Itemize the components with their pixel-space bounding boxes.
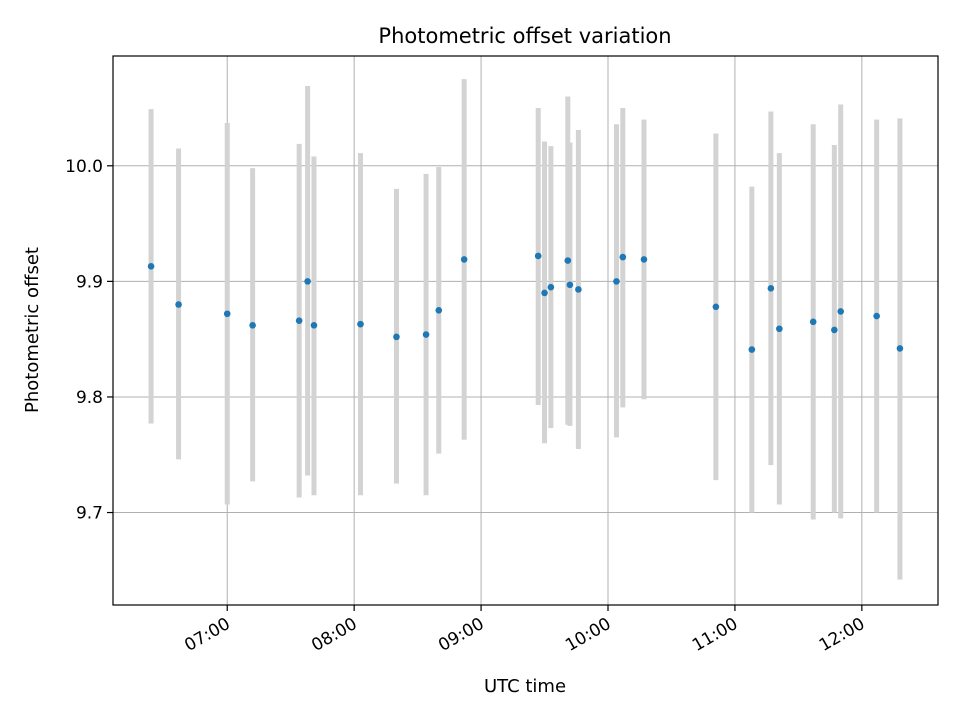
data-point (748, 346, 756, 353)
y-tick-label: 9.9 (76, 272, 103, 292)
data-point (837, 308, 844, 315)
data-point (304, 278, 311, 285)
x-axis-label: UTC time (484, 676, 566, 697)
plot-area-frame (112, 55, 939, 606)
y-axis-label: Photometric offset (22, 247, 43, 413)
grid (113, 56, 938, 605)
data-point (541, 289, 548, 297)
data-point (896, 345, 904, 352)
y-axis-ticks: 9.7 9.8 9.9 10.0 (65, 157, 113, 524)
data-point (310, 321, 318, 329)
data-point (460, 256, 468, 263)
data-point (809, 318, 817, 326)
y-tick-label: 10.0 (65, 157, 103, 177)
data-point (712, 303, 720, 311)
data-point (393, 333, 400, 341)
data-point (619, 253, 627, 261)
data-point (776, 325, 783, 333)
data-point (422, 331, 430, 338)
data-point (295, 317, 303, 324)
data-point (175, 301, 182, 308)
data-point (831, 326, 838, 334)
data-point (640, 256, 648, 263)
y-tick-label: 9.7 (76, 504, 103, 524)
data-point (547, 283, 555, 291)
data-point (564, 257, 572, 264)
chart-title: Photometric offset variation (378, 24, 671, 48)
data-point (613, 278, 620, 285)
data-points (147, 252, 904, 353)
data-point (566, 281, 574, 289)
data-point (223, 310, 231, 318)
data-point (357, 320, 364, 328)
y-tick-label: 9.8 (76, 388, 103, 408)
data-point (534, 252, 542, 260)
data-point (575, 286, 582, 293)
data-point (435, 306, 443, 314)
data-point (767, 285, 775, 292)
data-point (873, 312, 880, 320)
data-point (249, 321, 256, 329)
data-point (147, 263, 155, 270)
